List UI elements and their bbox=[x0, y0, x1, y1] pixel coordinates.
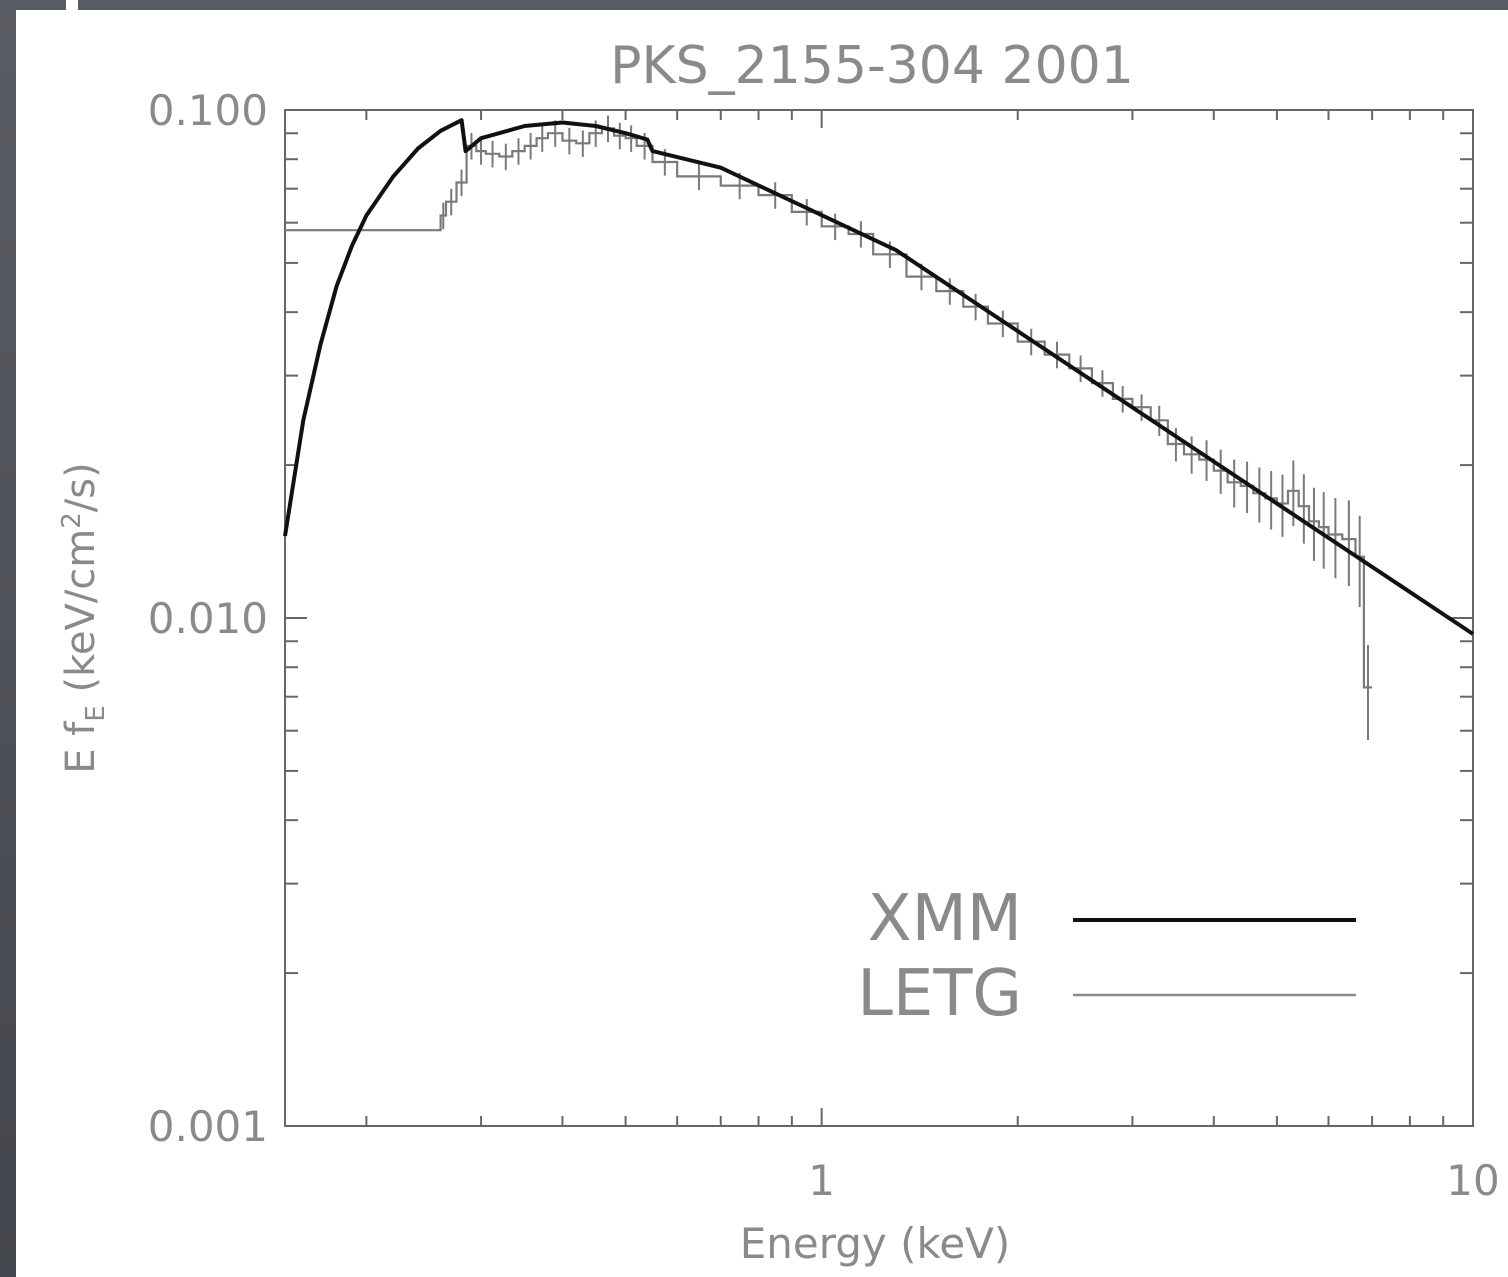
x-tick-label: 10 bbox=[1446, 1156, 1499, 1205]
y-tick-label: 0.100 bbox=[148, 86, 268, 135]
y-axis-label-subscript: E bbox=[81, 705, 111, 721]
legend-label-letg: LETG bbox=[857, 957, 1022, 1031]
y-tick-label: 0.001 bbox=[148, 1102, 268, 1151]
y-axis-label: E fE (keV/cm2/s) bbox=[57, 462, 111, 773]
legend: XMM LETG bbox=[857, 882, 1356, 1031]
axis-minor-ticks bbox=[285, 109, 1474, 1127]
legend-label-xmm: XMM bbox=[868, 882, 1022, 956]
y-tick-label: 0.010 bbox=[148, 594, 268, 643]
x-axis-label: Energy (keV) bbox=[740, 1219, 1011, 1268]
y-axis-label-main: E f bbox=[58, 721, 104, 774]
y-axis-tick-labels: 0.001 0.010 0.100 bbox=[148, 86, 268, 1151]
y-axis-label-superscript: 2 bbox=[57, 512, 87, 529]
x-axis-tick-labels: 1 10 bbox=[808, 1156, 1499, 1205]
series-xmm-line bbox=[283, 118, 1475, 636]
chart-title: PKS_2155-304 2001 bbox=[610, 36, 1134, 96]
data-series bbox=[283, 115, 1475, 740]
y-axis-label-units-end: /s) bbox=[58, 462, 104, 512]
series-letg-line bbox=[285, 127, 1373, 689]
slide-edge-marker bbox=[66, 0, 78, 10]
y-axis-label-units: (keV/cm bbox=[58, 529, 104, 705]
chart-panel bbox=[16, 10, 1508, 1277]
x-tick-label: 1 bbox=[808, 1156, 835, 1205]
